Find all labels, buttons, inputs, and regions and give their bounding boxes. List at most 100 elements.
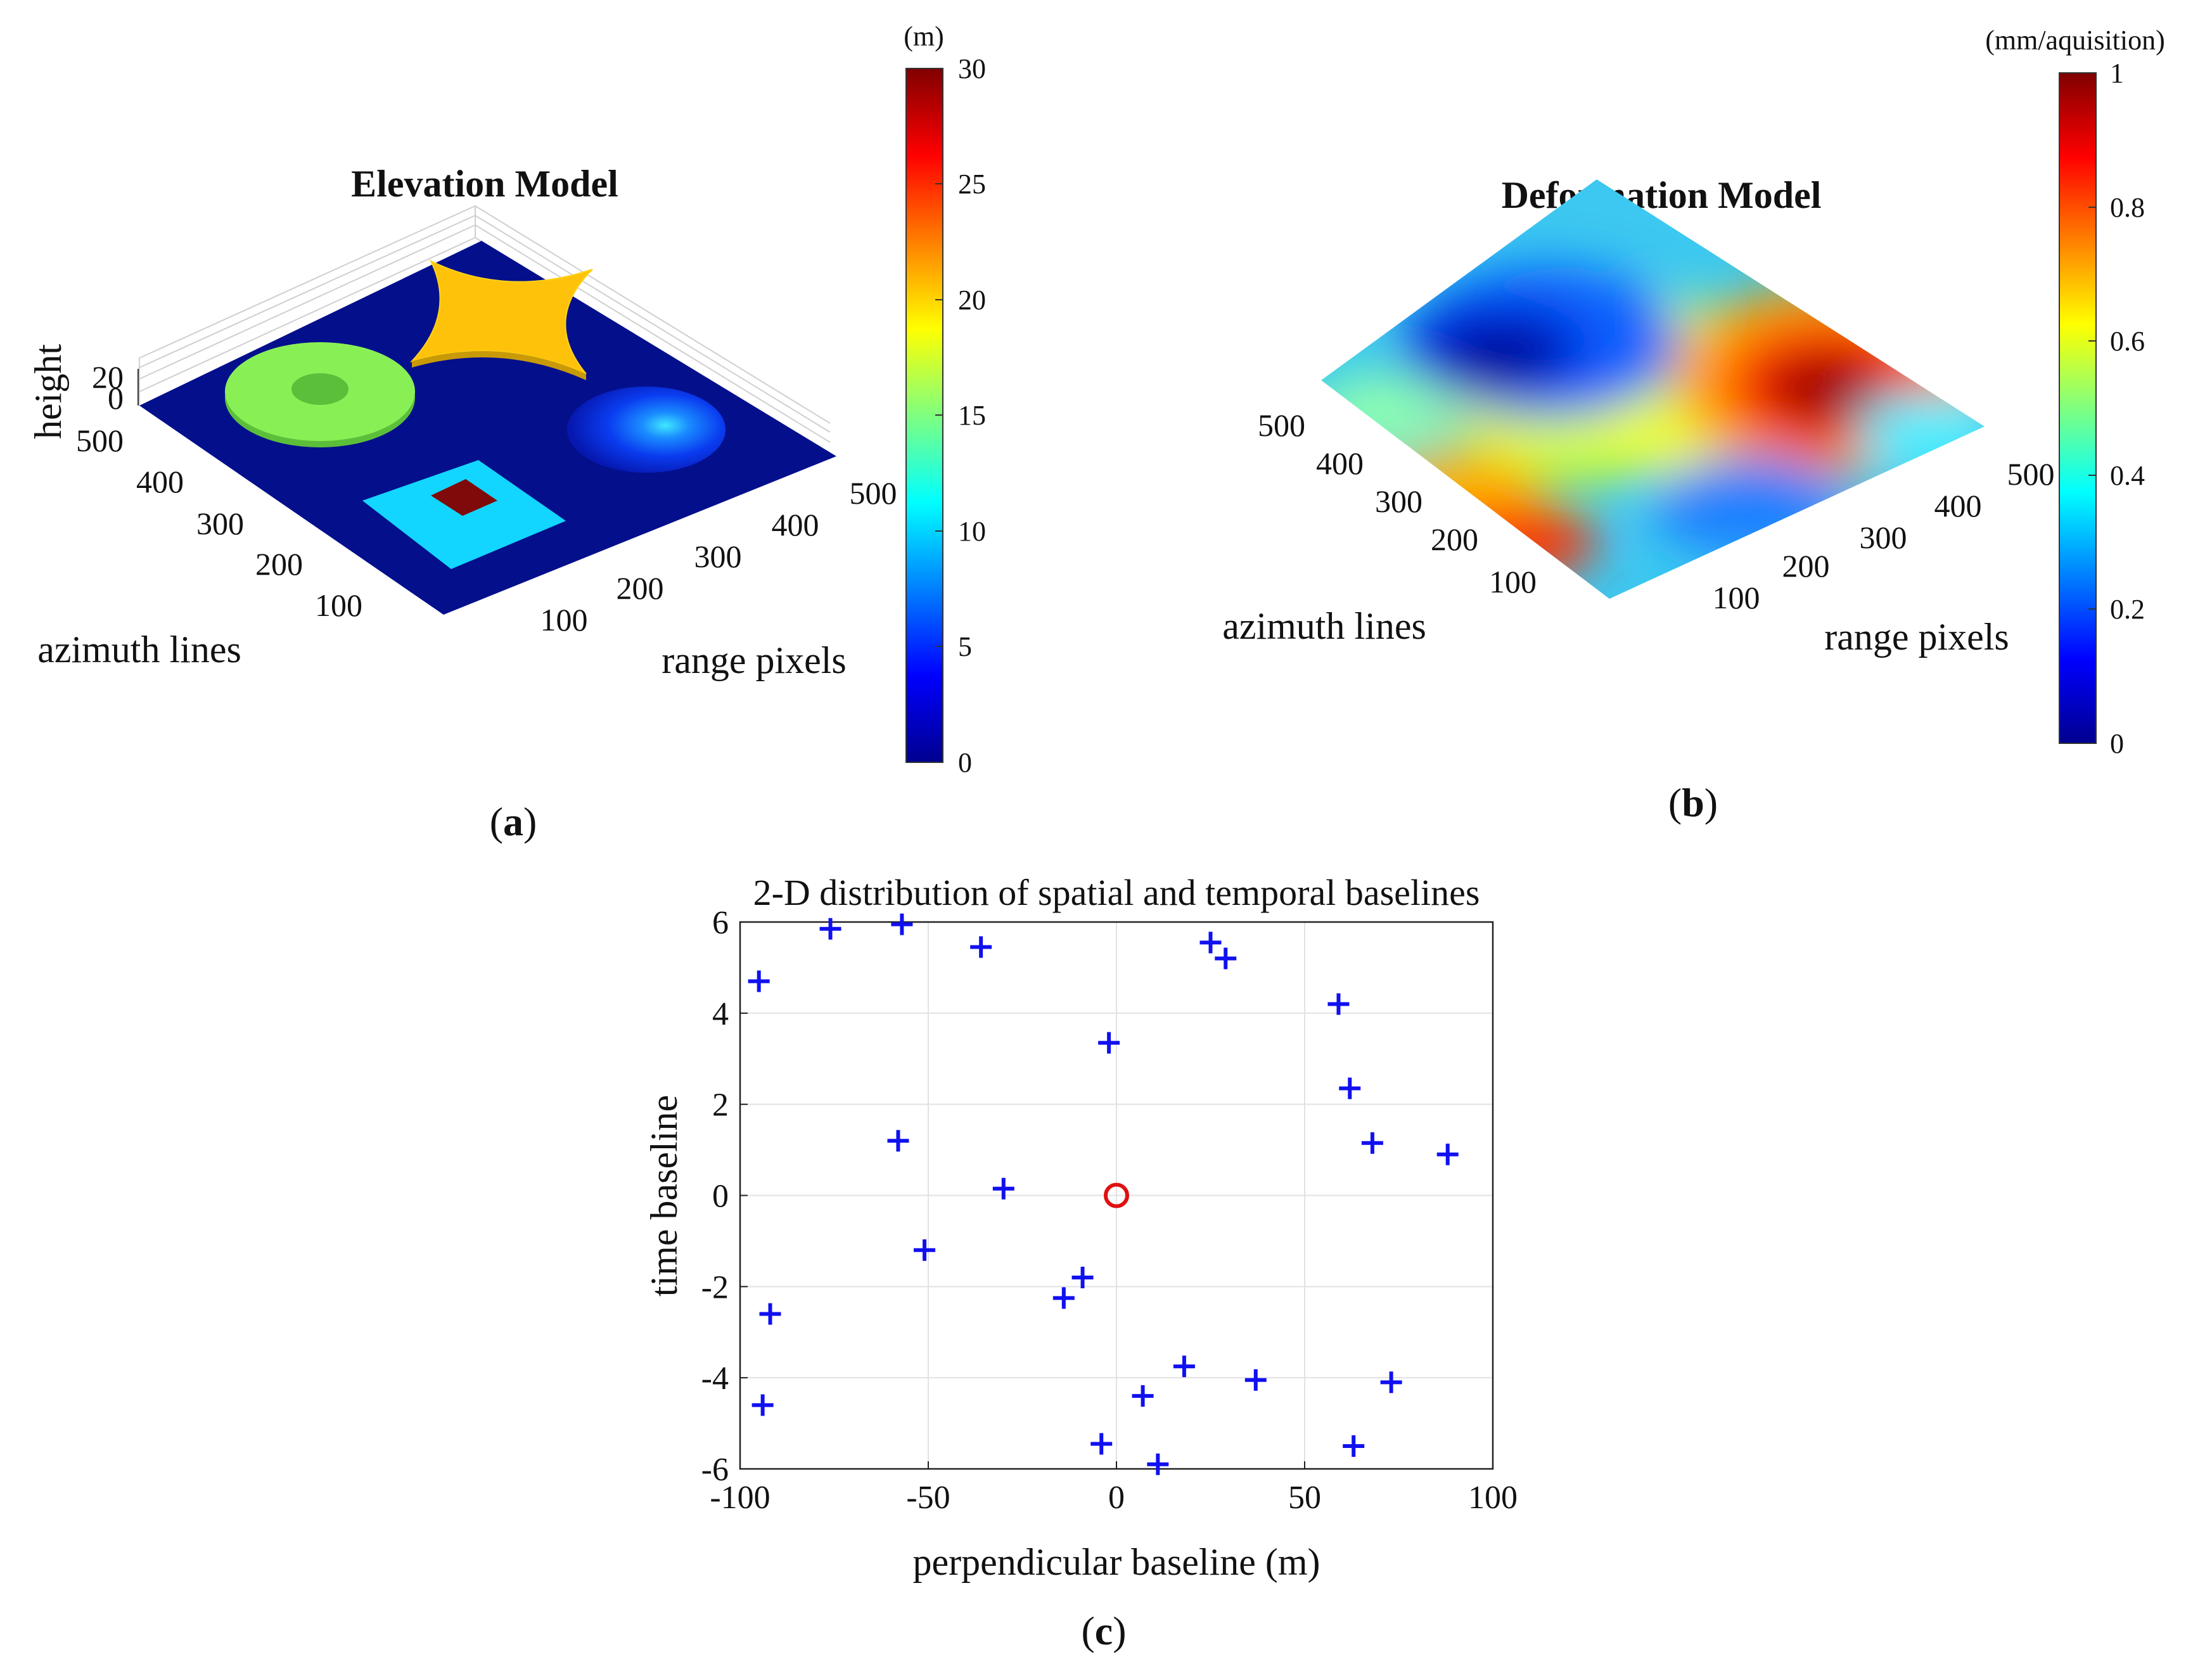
panel-letter-a: a — [503, 799, 523, 844]
scatter-point-acquisition — [1199, 932, 1222, 954]
scatter-x-tick-label: -50 — [906, 1480, 950, 1516]
deformation-colorbar-label: 0.8 — [2110, 192, 2145, 223]
elevation-colorbar-unit: (m) — [904, 21, 944, 52]
scatter-point-acquisition — [1380, 1371, 1402, 1393]
elevation-colorbar-label: 10 — [958, 516, 986, 547]
scatter-point-acquisition — [1052, 1287, 1075, 1309]
scatter-point-acquisition — [751, 1394, 774, 1416]
scatter-point-acquisition — [891, 913, 913, 935]
scatter-x-tick-label: 100 — [1468, 1480, 1518, 1516]
scatter-point-acquisition — [992, 1177, 1014, 1200]
elevation-star-side — [412, 351, 586, 380]
panel-label-b: (b) — [1668, 780, 1718, 825]
scatter-y-tick-label: 4 — [712, 996, 729, 1032]
deformation-colorbar-ticks — [2088, 72, 2096, 744]
scatter-point-acquisition — [1132, 1385, 1154, 1407]
elevation-colorbar-label: 30 — [958, 53, 986, 84]
scatter-point-acquisition — [1327, 993, 1350, 1015]
scatter-title: 2-D distribution of spatial and temporal… — [753, 872, 1480, 913]
deformation-colorbar-label: 0 — [2110, 728, 2124, 759]
elevation-title: Elevation Model — [351, 163, 618, 205]
scatter-point-acquisition — [1215, 947, 1237, 970]
panel-label-c: (c) — [1081, 1608, 1126, 1653]
scatter-x-label: perpendicular baseline (m) — [912, 1541, 1320, 1583]
deformation-x-tick: 400 — [1934, 488, 1982, 523]
panel-letter-c: c — [1095, 1608, 1113, 1653]
elevation-y-tick: 300 — [196, 506, 244, 541]
scatter-y-tick-label: -6 — [701, 1452, 729, 1488]
elevation-colorbar-label: 15 — [958, 400, 986, 431]
scatter-point-acquisition — [819, 918, 841, 940]
scatter-point-master — [1104, 1182, 1129, 1208]
elevation-colorbar-label: 20 — [958, 285, 986, 316]
scatter-point-acquisition — [748, 970, 770, 992]
deformation-title: Deformation Model — [1502, 174, 1822, 216]
panel-label-a: (a) — [490, 799, 537, 844]
deformation-colorbar-label: 1 — [2110, 58, 2124, 89]
elevation-x-tick: 300 — [694, 539, 742, 574]
scatter-point-acquisition — [970, 936, 992, 958]
scatter-point-acquisition — [759, 1303, 781, 1325]
elevation-y-label: azimuth lines — [37, 629, 241, 670]
scatter-y-tick-label: 0 — [712, 1179, 729, 1215]
deformation-y-tick: 500 — [1258, 407, 1305, 443]
elevation-z-tick: 0 — [108, 380, 124, 416]
deformation-x-tick: 100 — [1713, 580, 1760, 615]
scatter-x-tick-label: 50 — [1288, 1480, 1321, 1516]
scatter-point-acquisition — [1361, 1132, 1383, 1154]
elevation-y-tick: 500 — [76, 423, 124, 458]
scatter-point-acquisition — [1173, 1355, 1195, 1378]
scatter-point-acquisition — [1339, 1077, 1361, 1099]
elevation-x-tick: 100 — [540, 602, 588, 637]
elevation-colorbar-label: 0 — [958, 747, 972, 778]
deformation-model-panel: Deformation Model 500 400 — [1222, 25, 2165, 825]
elevation-z-label: height — [27, 344, 69, 439]
deformation-y-tick: 200 — [1431, 522, 1478, 557]
elevation-star-feature — [409, 259, 593, 375]
scatter-point-acquisition — [1071, 1266, 1094, 1288]
deformation-y-tick: 100 — [1489, 564, 1537, 599]
deformation-x-tick: 500 — [2007, 456, 2055, 492]
scatter-x-ticks: -100 -50 0 50 100 — [710, 1461, 1518, 1516]
scatter-point-acquisition — [914, 1239, 936, 1261]
scatter-y-tick-label: 2 — [712, 1087, 729, 1124]
scatter-x-tick-label: -100 — [710, 1480, 770, 1516]
deformation-colorbar-unit: (mm/aquisition) — [1985, 25, 2165, 56]
elevation-x-tick: 400 — [772, 507, 819, 542]
scatter-points — [748, 913, 1459, 1475]
scatter-y-tick-label: -4 — [701, 1361, 729, 1397]
elevation-dome-feature — [567, 387, 726, 473]
deformation-y-label: azimuth lines — [1222, 605, 1426, 647]
scatter-y-tick-label: -2 — [701, 1269, 729, 1305]
elevation-colorbar-ticks — [935, 68, 943, 763]
scatter-point-acquisition — [1147, 1453, 1169, 1475]
elevation-x-label: range pixels — [662, 639, 847, 681]
deformation-colorbar-label: 0.4 — [2110, 460, 2145, 491]
elevation-z-tick: 20 — [92, 359, 124, 395]
elevation-floor-plane — [139, 241, 836, 615]
scatter-point-acquisition — [1090, 1433, 1113, 1455]
elevation-colorbar-label: 5 — [958, 631, 972, 662]
scatter-point-acquisition — [1436, 1143, 1459, 1165]
scatter-point-acquisition — [887, 1130, 909, 1152]
elevation-y-tick: 200 — [255, 546, 303, 582]
panel-letter-b: b — [1682, 780, 1704, 825]
deformation-colorbar-label: 0.2 — [2110, 594, 2145, 625]
deformation-x-tick: 300 — [1860, 520, 1907, 555]
scatter-point-acquisition — [1343, 1435, 1365, 1457]
elevation-y-tick: 400 — [136, 464, 184, 499]
elevation-model-panel: Elevation Model 20 0 height 500 — [27, 21, 986, 844]
deformation-colorbar — [2059, 72, 2097, 744]
scatter-y-tick-label: 6 — [712, 905, 729, 941]
scatter-point-acquisition — [1098, 1032, 1120, 1054]
scatter-x-tick-label: 0 — [1108, 1480, 1125, 1516]
scatter-y-ticks: -6 -4 -2 0 2 4 6 — [701, 905, 748, 1488]
elevation-colorbar-label: 25 — [958, 169, 986, 200]
deformation-x-tick: 200 — [1782, 548, 1830, 584]
elevation-ring-feature — [225, 342, 415, 441]
deformation-y-tick: 300 — [1375, 484, 1422, 519]
baseline-scatter-panel: 2-D distribution of spatial and temporal… — [643, 872, 1518, 1653]
scatter-y-label: time baseline — [643, 1095, 685, 1297]
elevation-small-square-feature — [431, 479, 497, 516]
